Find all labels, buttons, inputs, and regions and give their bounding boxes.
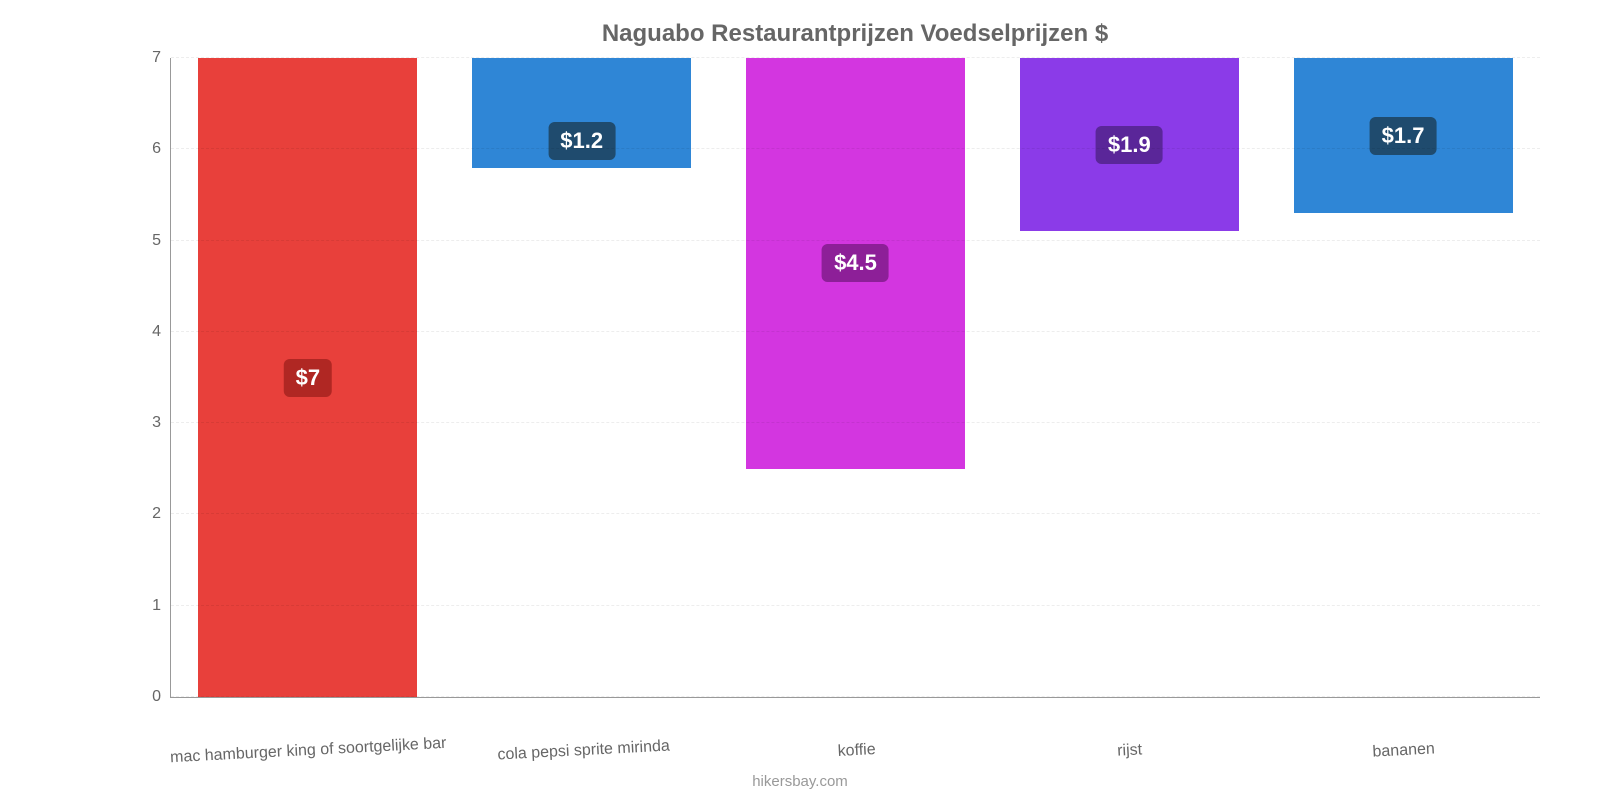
plot-area: $7$1.2$4.5$1.9$1.7 01234567 [170,58,1540,698]
x-tick-label: mac hamburger king of soortgelijke bar [170,735,447,767]
x-tick-label: cola pepsi sprite mirinda [446,735,720,767]
bar-slot: $7 [171,58,445,697]
y-tick-label: 5 [121,232,161,250]
chart-title: Naguabo Restaurantprijzen Voedselprijzen… [170,20,1540,48]
value-label: $1.2 [548,122,615,160]
gridline [171,513,1540,514]
gridline [171,331,1540,332]
gridline [171,605,1540,606]
value-label: $1.9 [1096,126,1163,164]
bar-slot: $4.5 [719,58,993,697]
bar: $1.7 [1294,58,1513,213]
gridline [171,240,1540,241]
x-tick-label: rijst [993,735,1267,767]
bar: $1.9 [1020,58,1239,231]
price-chart: Naguabo Restaurantprijzen Voedselprijzen… [0,0,1600,800]
gridline [171,57,1540,58]
gridline [171,422,1540,423]
bar-slot: $1.9 [992,58,1266,697]
gridline [171,148,1540,149]
y-tick-label: 7 [121,49,161,67]
chart-attribution: hikersbay.com [0,773,1600,790]
bar: $1.2 [472,58,691,168]
bars-container: $7 $1.2 $4.5 $1.9 $1.7 [171,58,1540,697]
x-tick-label: koffie [720,735,994,767]
value-label: $4.5 [822,244,889,282]
value-label: $7 [284,359,332,397]
y-tick-label: 0 [121,688,161,706]
y-tick-label: 4 [121,323,161,341]
bar-slot: $1.2 [445,58,719,697]
bar-slot: $1.7 [1266,58,1540,697]
y-tick-label: 6 [121,140,161,158]
bar: $4.5 [746,58,965,469]
gridline [171,696,1540,697]
y-tick-label: 1 [121,597,161,615]
x-axis-labels: mac hamburger king of soortgelijke barco… [170,742,1540,760]
y-tick-label: 3 [121,414,161,432]
y-tick-label: 2 [121,505,161,523]
x-tick-label: bananen [1266,735,1540,767]
bar: $7 [198,58,417,697]
